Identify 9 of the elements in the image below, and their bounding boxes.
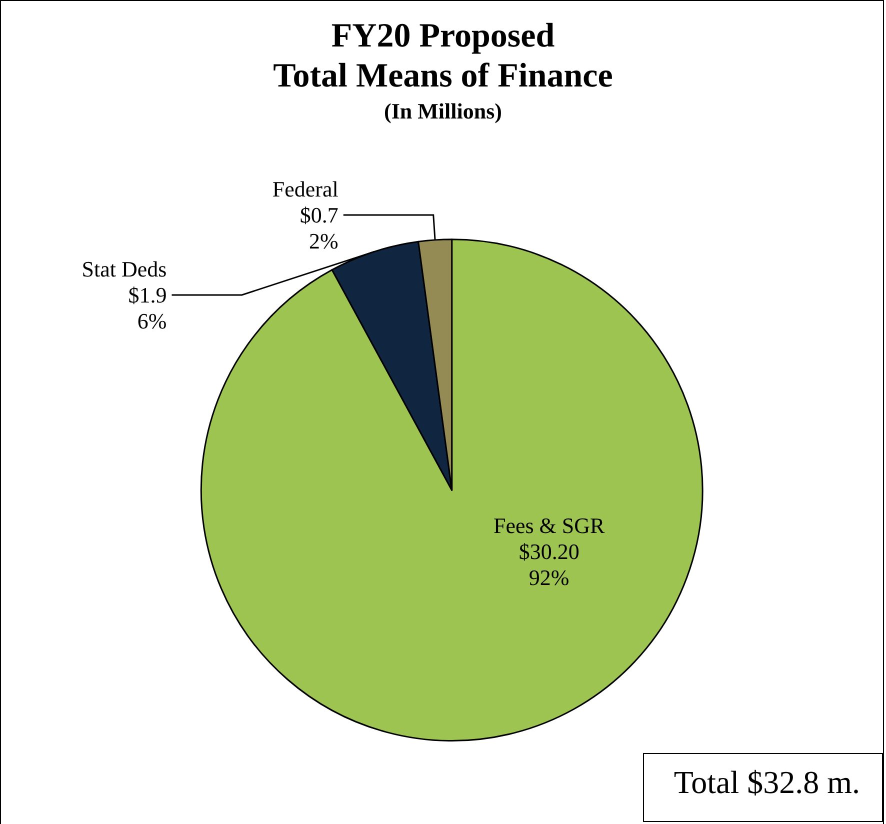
chart-title: FY20 Proposed Total Means of Finance <box>273 18 613 94</box>
slice-label: Federal <box>272 176 338 202</box>
slice-label: Stat Deds <box>82 256 167 282</box>
data-label: $30.20 92% <box>518 539 580 590</box>
chart-subtitle: (In Millions) <box>384 98 502 124</box>
slice-label: Fees & SGR <box>493 513 606 538</box>
data-label: $1.9 6% <box>128 282 167 334</box>
text: Total $32.8 m. <box>642 753 883 822</box>
data-label: $0.7 2% <box>300 202 338 254</box>
